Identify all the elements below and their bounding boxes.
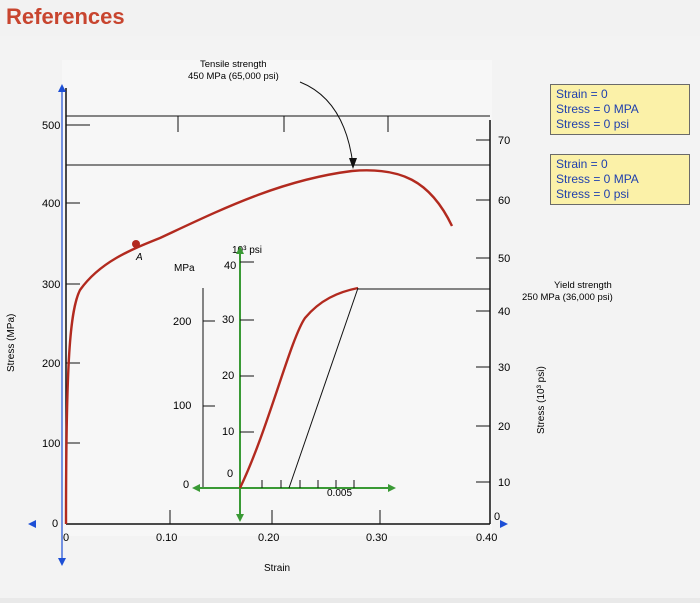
tensile-arrow <box>299 81 354 166</box>
ylabel-100: 100 <box>42 438 60 450</box>
inset-y-handle-bottom[interactable] <box>236 514 244 522</box>
inset-psi-30: 30 <box>222 314 234 326</box>
header-bar: References <box>0 0 700 36</box>
ylabel-400: 400 <box>42 198 60 210</box>
y-axis-title-right: Stress (10³ psi) <box>536 366 547 434</box>
left-ticks <box>66 124 90 444</box>
inset-psi-10: 10 <box>222 426 234 438</box>
readout-box-1: Strain = 0 Stress = 0 MPA Stress = 0 psi <box>550 84 690 135</box>
inset-psi-0: 0 <box>227 468 233 480</box>
inset-mpa-0: 0 <box>183 479 189 491</box>
rlabel-0: 0 <box>494 511 500 523</box>
inset-strain-ticks <box>261 480 355 488</box>
inset-x-handle-right[interactable] <box>388 484 396 492</box>
tensile-arrowhead <box>349 158 357 169</box>
rlabel-10: 10 <box>498 477 510 489</box>
xlabel-0.20: 0.20 <box>258 532 279 544</box>
inset-stress-curve <box>238 286 359 489</box>
xlabel-0.40: 0.40 <box>476 532 497 544</box>
ylabel-200: 200 <box>42 358 60 370</box>
point-a-label: A <box>135 252 143 263</box>
readout-stress-mpa: Stress = 0 MPA <box>556 172 639 186</box>
xlabel-0: 0 <box>63 532 69 544</box>
y-handle-bottom[interactable] <box>58 558 66 566</box>
unload-line <box>288 287 359 489</box>
chart-area: 500 400 300 200 100 0 0 0.10 0.20 0.30 0… <box>0 36 700 598</box>
rlabel-40: 40 <box>498 306 510 318</box>
tensile-strength-value: 450 MPa (65,000 psi) <box>188 71 279 82</box>
ylabel-0: 0 <box>52 518 58 530</box>
rlabel-20: 20 <box>498 421 510 433</box>
inset-psi-label: 10³ psi <box>232 245 262 256</box>
inset-x-handle-left[interactable] <box>192 484 200 492</box>
ylabel-500: 500 <box>42 120 60 132</box>
rlabel-70: 70 <box>498 135 510 147</box>
y-axis-title-left: Stress (MPa) <box>6 314 17 372</box>
yield-strength-value: 250 MPa (36,000 psi) <box>522 292 613 303</box>
readout-stress-psi: Stress = 0 psi <box>556 187 630 201</box>
inset-y-handle-top[interactable] <box>236 246 244 254</box>
right-ticks <box>476 139 490 483</box>
inset-psi-40: 40 <box>224 260 236 272</box>
readout-box-2: Strain = 0 Stress = 0 MPA Stress = 0 psi <box>550 154 690 205</box>
readout-strain: Strain = 0 <box>556 157 608 171</box>
xlabel-0.30: 0.30 <box>366 532 387 544</box>
inset-psi-20: 20 <box>222 370 234 382</box>
stress-strain-curve <box>64 169 454 525</box>
ylabel-300: 300 <box>42 279 60 291</box>
inset-mpa-label: MPa <box>174 263 195 274</box>
inset-mpa-100: 100 <box>173 400 191 412</box>
xlabel-0.10: 0.10 <box>156 532 177 544</box>
yield-strength-title: Yield strength <box>554 280 612 291</box>
tensile-strength-title: Tensile strength <box>200 59 267 70</box>
point-a-marker[interactable] <box>132 240 140 248</box>
x-axis-title: Strain <box>264 563 290 574</box>
x-handle-right[interactable] <box>500 520 508 528</box>
readout-stress-psi: Stress = 0 psi <box>556 117 630 131</box>
y-handle-top[interactable] <box>58 84 66 92</box>
inset-strain-label: 0.005 <box>327 488 352 499</box>
rlabel-60: 60 <box>498 195 510 207</box>
rlabel-30: 30 <box>498 362 510 374</box>
inset-mpa-200: 200 <box>173 316 191 328</box>
x-handle-left[interactable] <box>28 520 36 528</box>
page-title: References <box>6 4 125 29</box>
readout-stress-mpa: Stress = 0 MPA <box>556 102 639 116</box>
readout-strain: Strain = 0 <box>556 87 608 101</box>
plot-panel <box>62 60 492 536</box>
rlabel-50: 50 <box>498 253 510 265</box>
